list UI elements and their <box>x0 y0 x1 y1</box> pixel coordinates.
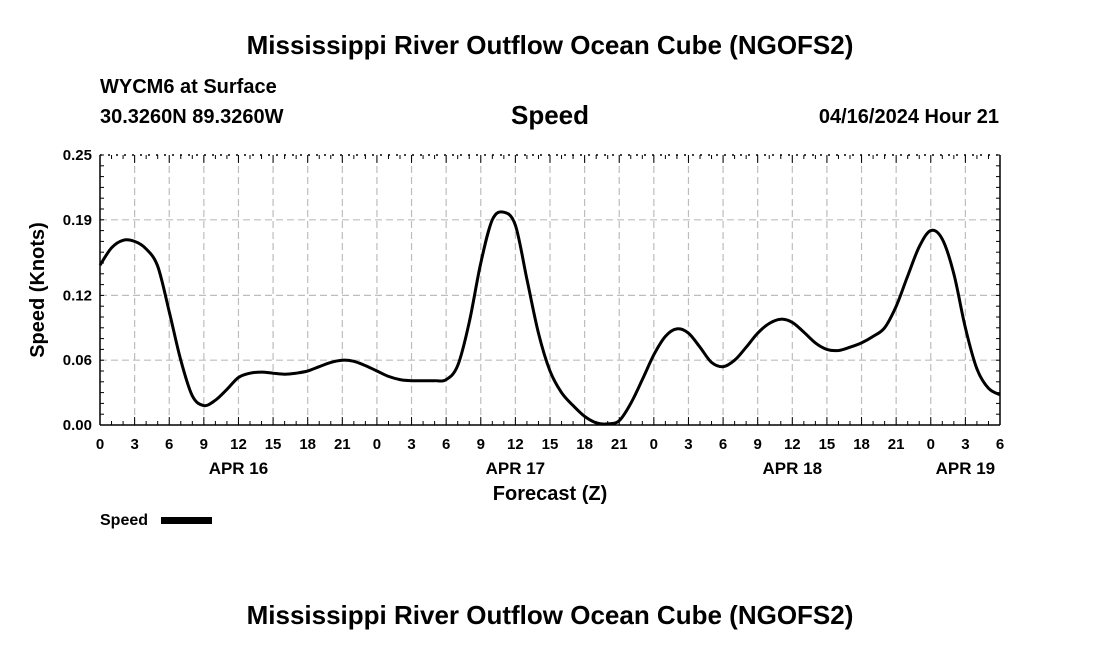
forecast-datetime: 04/16/2024 Hour 21 <box>818 106 999 128</box>
x-tick-label: 6 <box>719 436 727 453</box>
x-tick-label: 9 <box>200 436 208 453</box>
x-tick-label: 18 <box>853 436 870 453</box>
legend-swatch <box>161 517 212 524</box>
axis-ticks: 0 3 6 9 12 15 18 21 0 3 6 9 12 15 18 21 0 3 6 9 12 15 18 21 0 3 6 0… <box>63 147 1004 478</box>
chart-title: Speed <box>510 100 590 130</box>
x-tick-label: 6 <box>996 436 1004 453</box>
date-label: APR 16 <box>209 459 269 478</box>
y-tick-label: 0.25 <box>63 147 92 164</box>
x-tick-label: 12 <box>507 436 524 453</box>
x-tick-label: 21 <box>611 436 628 453</box>
legend: Speed <box>100 512 212 529</box>
y-tick-label: 0.19 <box>63 212 92 229</box>
grid-lines <box>100 155 1000 425</box>
x-tick-label: 3 <box>684 436 692 453</box>
x-tick-label: 9 <box>477 436 485 453</box>
station-name: WYCM6 at Surface <box>100 76 277 98</box>
x-tick-label: 9 <box>754 436 762 453</box>
x-tick-label: 0 <box>650 436 658 453</box>
x-tick-label: 21 <box>334 436 351 453</box>
x-tick-label: 15 <box>819 436 836 453</box>
date-label: APR 19 <box>936 459 996 478</box>
y-tick-label: 0.00 <box>63 417 92 434</box>
y-axis-label: Speed (Knots) <box>27 222 49 358</box>
speed-chart: 0 3 6 9 12 15 18 21 0 3 6 9 12 15 18 21 0 3 6 9 12 15 18 21 0 3 6 0… <box>27 147 1004 529</box>
x-tick-label: 12 <box>784 436 801 453</box>
y-tick-label: 0.12 <box>63 287 92 304</box>
page-title: Mississippi River Outflow Ocean Cube (NG… <box>246 30 854 60</box>
footer-title: Mississippi River Outflow Ocean Cube (NG… <box>246 600 854 630</box>
station-coords: 30.3260N 89.3260W <box>100 106 284 128</box>
x-tick-label: 3 <box>961 436 969 453</box>
x-tick-label: 15 <box>265 436 282 453</box>
x-tick-label: 3 <box>130 436 138 453</box>
x-axis-label: Forecast (Z) <box>493 483 607 505</box>
x-tick-label: 0 <box>927 436 935 453</box>
legend-label: Speed <box>100 512 148 529</box>
y-tick-label: 0.06 <box>63 352 92 369</box>
x-tick-label: 3 <box>407 436 415 453</box>
x-tick-label: 0 <box>373 436 381 453</box>
x-tick-label: 6 <box>442 436 450 453</box>
x-tick-label: 6 <box>165 436 173 453</box>
x-tick-label: 18 <box>576 436 593 453</box>
date-label: APR 18 <box>763 459 823 478</box>
x-tick-label: 21 <box>888 436 905 453</box>
x-tick-label: 12 <box>230 436 247 453</box>
date-label: APR 17 <box>486 459 546 478</box>
x-tick-label: 15 <box>542 436 559 453</box>
x-tick-label: 0 <box>96 436 104 453</box>
speed-series-line <box>98 210 1001 426</box>
x-tick-label: 18 <box>299 436 316 453</box>
